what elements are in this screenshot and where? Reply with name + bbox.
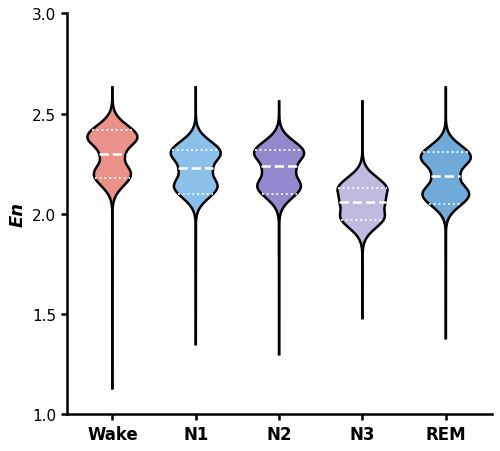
Y-axis label: En: En <box>8 202 26 227</box>
